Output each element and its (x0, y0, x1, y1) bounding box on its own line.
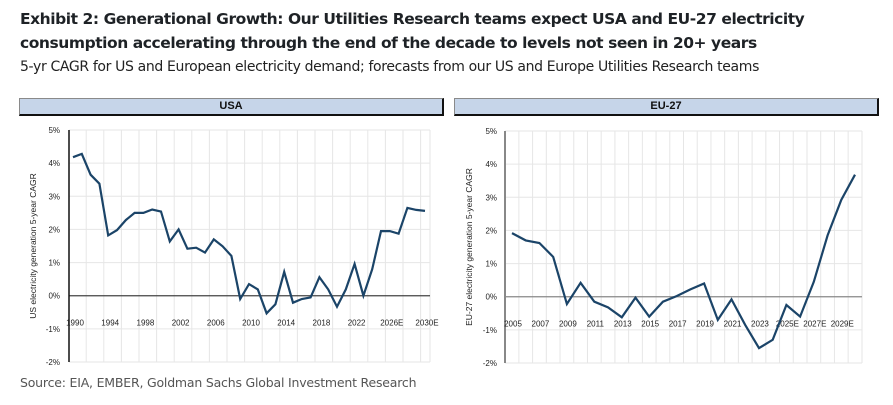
usa-xtick-label: 1998 (137, 319, 155, 328)
usa-xtick-label: 1990 (66, 319, 84, 328)
eu-panel-header: EU-27 (454, 98, 879, 116)
eu-data-point (689, 288, 691, 290)
usa-y-axis-title: US electricity generation 5-year CAGR (28, 173, 38, 319)
eu-data-point (854, 174, 856, 176)
eu-data-point (662, 301, 664, 303)
eu-xtick-label: 2019 (696, 320, 714, 329)
eu-data-point (840, 199, 842, 201)
eu-data-point (813, 281, 815, 283)
eu-ytick-label: -2% (483, 359, 497, 368)
eu-ytick-label: 3% (485, 193, 497, 202)
source-note: Source: EIA, EMBER, Goldman Sachs Global… (20, 375, 417, 390)
eu-data-point (827, 234, 829, 236)
usa-ytick-label: 0% (48, 292, 60, 301)
usa-panel-header: USA (19, 98, 444, 116)
eu-line-chart: 5% 4% 3% 2% 1% 0% -1% -2% 2005 2007 2009 2011 2013 20… (464, 127, 863, 368)
eu-data-point (621, 316, 623, 318)
usa-xtick-label: 2018 (313, 319, 331, 328)
eu-data-point (648, 316, 650, 318)
eu-data-point (703, 282, 705, 284)
eu-data-point (758, 347, 760, 349)
usa-xtick-label: 2026E (380, 319, 403, 328)
usa-xtick-label: 1994 (101, 319, 119, 328)
eu-ytick-label: 2% (485, 226, 497, 235)
eu-chart-title: EU-27 (650, 100, 682, 112)
eu-xtick-label: 2005 (504, 320, 522, 329)
eu-xtick-label: 2023 (751, 320, 769, 329)
eu-ytick-label: 5% (485, 127, 497, 136)
eu-xtick-label: 2013 (614, 320, 632, 329)
eu-ytick-label: 4% (485, 160, 497, 169)
eu-xtick-label: 2027E (803, 320, 826, 329)
usa-line-chart: 5% 4% 3% 2% 1% 0% -1% -2% 1990 1994 1998 2002 2006 20… (28, 126, 439, 367)
usa-ytick-label: 2% (48, 225, 60, 234)
eu-data-point (634, 297, 636, 299)
usa-chart-title: USA (219, 100, 243, 112)
eu-ytick-label: -1% (483, 326, 497, 335)
usa-xtick-label: 2006 (207, 319, 225, 328)
eu-data-point (525, 239, 527, 241)
usa-ytick-label: -2% (46, 358, 60, 367)
eu-ytick-label: 1% (485, 260, 497, 269)
eu-ytick-label: 0% (485, 293, 497, 302)
usa-xtick-label: 2030E (415, 319, 438, 328)
usa-xtick-label: 2002 (172, 319, 190, 328)
eu-y-axis-title: EU-27 electricity generation 5-year CAGR (464, 168, 474, 326)
usa-ytick-label: -1% (46, 325, 60, 334)
eu-data-point (676, 295, 678, 297)
usa-ytick-label: 3% (48, 192, 60, 201)
eu-data-point (511, 232, 513, 234)
eu-xtick-label: 2015 (641, 320, 659, 329)
eu-xtick-label: 2029E (831, 320, 854, 329)
eu-data-point (566, 303, 568, 305)
eu-xtick-label: 2007 (532, 320, 550, 329)
eu-data-point (785, 304, 787, 306)
eu-xtick-label: 2011 (587, 320, 605, 329)
eu-data-point (607, 306, 609, 308)
usa-xtick-label: 2022 (348, 319, 366, 328)
eu-series-line (511, 174, 856, 350)
usa-ytick-label: 5% (48, 126, 60, 135)
eu-xtick-label: 2009 (559, 320, 577, 329)
exhibit-title: Exhibit 2: Generational Growth: Our Util… (20, 10, 805, 52)
eu-xtick-label: 2017 (669, 320, 687, 329)
eu-data-point (731, 298, 733, 300)
usa-ytick-label: 4% (48, 159, 60, 168)
usa-xtick-label: 2010 (242, 319, 260, 328)
eu-xtick-label: 2025E (776, 320, 799, 329)
eu-data-point (580, 282, 582, 284)
eu-data-point (799, 316, 801, 318)
eu-data-point (593, 301, 595, 303)
eu-data-point (552, 256, 554, 258)
eu-data-point (772, 339, 774, 341)
eu-data-point (744, 324, 746, 326)
usa-series-line (72, 152, 426, 316)
usa-ytick-label: 1% (48, 259, 60, 268)
eu-data-point (717, 319, 719, 321)
usa-xtick-label: 2014 (277, 319, 295, 328)
eu-data-point (538, 242, 540, 244)
eu-xtick-label: 2021 (724, 320, 742, 329)
exhibit-subtitle: 5-yr CAGR for US and European electricit… (20, 59, 760, 75)
